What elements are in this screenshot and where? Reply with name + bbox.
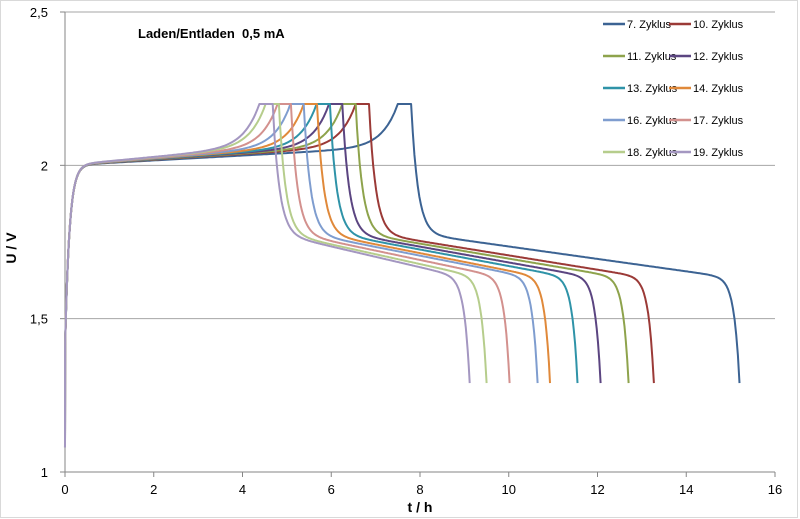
legend-label: 13. Zyklus: [627, 83, 678, 95]
y-tick-label: 2: [41, 158, 48, 173]
y-axis-title: U / V: [3, 232, 19, 264]
x-tick-label: 14: [679, 482, 693, 497]
legend-label: 16. Zyklus: [627, 115, 678, 127]
x-tick-label: 6: [328, 482, 335, 497]
gridlines: [65, 11, 775, 320]
x-tick-label: 4: [239, 482, 246, 497]
series-lines: [64, 103, 741, 448]
x-axis-title: t / h: [408, 499, 433, 515]
legend-label: 14. Zyklus: [693, 83, 744, 95]
legend-label: 12. Zyklus: [693, 51, 744, 63]
y-tick-label: 1: [41, 465, 48, 480]
x-tick-label: 16: [768, 482, 782, 497]
x-tick-label: 8: [416, 482, 423, 497]
x-tick-label: 10: [502, 482, 516, 497]
series-line-19-zyklus: [64, 103, 471, 448]
legend-label: 7. Zyklus: [627, 19, 672, 31]
y-tick-label: 1,5: [30, 312, 48, 327]
legend-label: 19. Zyklus: [693, 147, 744, 159]
x-tick-label: 0: [61, 482, 68, 497]
legend-label: 17. Zyklus: [693, 115, 744, 127]
x-tick-label: 2: [150, 482, 157, 497]
legend: 7. Zyklus 10. Zyklus 11. Zyklus 12. Zyklus 1…: [603, 19, 744, 159]
y-tick-label: 2,5: [30, 5, 48, 20]
tick-labels: 1 1,5 2 2,5 0 2 4 6 8 10 12 14 16: [30, 5, 782, 497]
x-tick-label: 12: [590, 482, 604, 497]
legend-label: 18. Zyklus: [627, 147, 678, 159]
legend-label: 10. Zyklus: [693, 19, 744, 31]
legend-label: 11. Zyklus: [627, 51, 677, 63]
chart-title: Laden/Entladen 0,5 mA: [138, 26, 285, 41]
